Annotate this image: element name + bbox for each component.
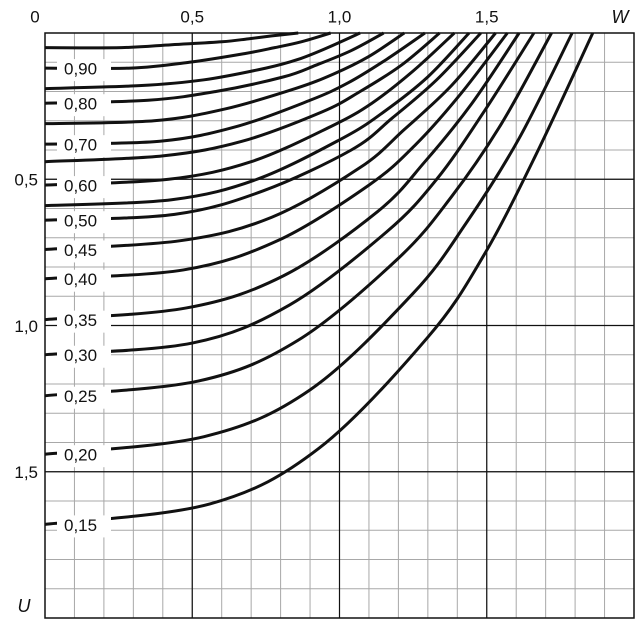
label-background	[57, 445, 111, 468]
curve	[44, 31, 332, 71]
curve	[44, 31, 406, 126]
label-background	[57, 176, 111, 199]
label-background	[57, 240, 111, 263]
curve	[44, 32, 536, 357]
label-background	[57, 386, 111, 409]
label-background	[57, 94, 111, 117]
label-background	[57, 345, 111, 368]
curve-labels: 0,90 0,80 0,70 0,60 0,50 0,45 0,40 0,35 0,30 0,25…	[57, 59, 111, 538]
curve-label: 0,35	[64, 311, 97, 330]
tick-labels: 0 0,5 1,0 1,5 0,5 1,0 1,5	[14, 7, 498, 482]
label-background	[57, 310, 111, 333]
curve	[44, 31, 471, 208]
curve-label: 0,15	[64, 516, 97, 535]
y-axis-label: U	[18, 596, 32, 616]
label-background	[57, 211, 111, 234]
curve	[44, 31, 385, 105]
x-axis-label: W	[612, 7, 631, 27]
curve-label: 0,20	[64, 446, 97, 465]
curve-label: 0,80	[64, 95, 97, 114]
curve	[44, 32, 521, 322]
curve	[44, 31, 361, 91]
x-tick-label: 1,0	[328, 7, 352, 26]
curve-label: 0,50	[64, 212, 97, 231]
curve	[44, 32, 553, 398]
label-background	[57, 515, 111, 538]
curve	[44, 31, 482, 222]
curve	[44, 32, 497, 251]
label-background	[57, 135, 111, 158]
curve	[44, 31, 456, 187]
x-tick-label: 0	[30, 7, 39, 26]
curve-label: 0,25	[64, 387, 97, 406]
y-tick-label: 0,5	[14, 171, 38, 190]
curve-label: 0,90	[64, 60, 97, 79]
curve	[44, 32, 509, 281]
curve-label: 0,60	[64, 177, 97, 196]
curve-label: 0,30	[64, 346, 97, 365]
curve-label: 0,70	[64, 136, 97, 155]
y-tick-label: 1,5	[14, 463, 38, 482]
label-background	[57, 269, 111, 292]
x-tick-label: 1,5	[475, 7, 499, 26]
curve	[44, 32, 574, 456]
plot-frame	[44, 32, 635, 619]
curve	[44, 31, 426, 146]
curve	[44, 32, 595, 526]
curve	[44, 31, 441, 164]
x-tick-label: 0,5	[180, 7, 204, 26]
major-grid	[44, 32, 635, 619]
curve	[44, 31, 299, 50]
curves	[44, 31, 595, 526]
y-tick-label: 1,0	[14, 317, 38, 336]
label-background	[57, 59, 111, 82]
curve-label: 0,45	[64, 241, 97, 260]
curve-label: 0,40	[64, 270, 97, 289]
